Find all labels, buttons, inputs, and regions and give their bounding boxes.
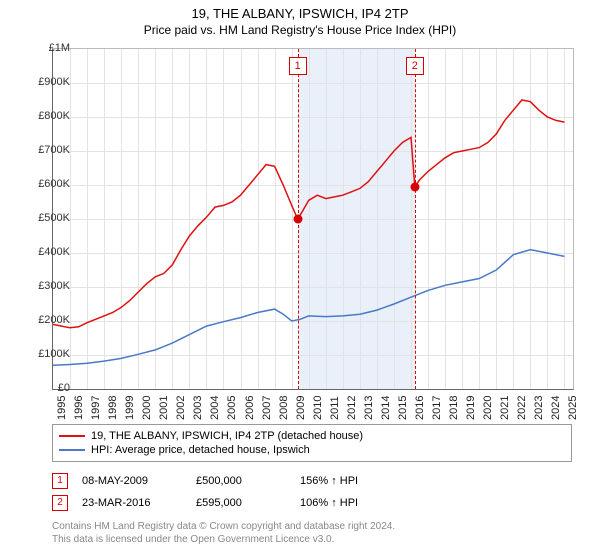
page-subtitle: Price paid vs. HM Land Registry's House … [0, 21, 600, 37]
x-axis-label: 2012 [346, 396, 358, 420]
sale-pct: 156% ↑ HPI [300, 475, 410, 487]
legend-label: HPI: Average price, detached house, Ipsw… [91, 444, 310, 456]
x-axis-label: 2013 [363, 396, 375, 420]
sale-marker-tag: 1 [52, 473, 68, 489]
x-axis-label: 2025 [567, 396, 579, 420]
x-axis-label: 2015 [397, 396, 409, 420]
legend-swatch [59, 435, 85, 437]
x-axis-label: 2001 [158, 396, 170, 420]
x-axis-label: 2009 [295, 396, 307, 420]
legend-item: 19, THE ALBANY, IPSWICH, IP4 2TP (detach… [59, 429, 565, 443]
chart-plot-area: 12 [52, 48, 574, 390]
x-axis-label: 2003 [192, 396, 204, 420]
x-axis-label: 1998 [107, 396, 119, 420]
sale-price: £595,000 [196, 497, 286, 509]
x-axis-label: 2017 [431, 396, 443, 420]
sale-marker-tag: 2 [52, 495, 68, 511]
x-axis-label: 2004 [209, 396, 221, 420]
x-axis-label: 2007 [261, 396, 273, 420]
y-axis-label: £500K [24, 212, 70, 224]
marker-dot [293, 215, 302, 224]
y-axis-label: £1M [24, 42, 70, 54]
hpi-line [53, 250, 565, 366]
y-axis-label: £0 [24, 382, 70, 394]
marker-dot [410, 182, 419, 191]
y-axis-label: £400K [24, 246, 70, 258]
sales-table: 1 08-MAY-2009 £500,000 156% ↑ HPI 2 23-MAR-20… [52, 470, 572, 514]
legend-swatch [59, 449, 85, 451]
y-axis-label: £900K [24, 76, 70, 88]
y-axis-label: £300K [24, 280, 70, 292]
marker-tag: 1 [289, 57, 307, 75]
footer-attribution: Contains HM Land Registry data © Crown c… [52, 520, 572, 546]
price-line [53, 100, 565, 328]
y-axis-label: £700K [24, 144, 70, 156]
x-axis-label: 2008 [278, 396, 290, 420]
y-axis-label: £200K [24, 314, 70, 326]
x-axis-label: 1996 [73, 396, 85, 420]
x-axis-label: 2023 [533, 396, 545, 420]
x-axis-label: 1997 [90, 396, 102, 420]
x-axis-label: 2014 [380, 396, 392, 420]
x-axis-label: 1999 [124, 396, 136, 420]
x-axis-label: 2024 [550, 396, 562, 420]
chart-series-svg [53, 49, 573, 389]
x-axis-label: 2006 [244, 396, 256, 420]
page-title: 19, THE ALBANY, IPSWICH, IP4 2TP [0, 0, 600, 21]
x-axis-label: 2021 [499, 396, 511, 420]
x-axis-label: 2000 [141, 396, 153, 420]
sale-row: 1 08-MAY-2009 £500,000 156% ↑ HPI [52, 470, 572, 492]
x-axis-label: 2002 [175, 396, 187, 420]
x-axis-label: 2016 [414, 396, 426, 420]
y-axis-label: £100K [24, 348, 70, 360]
x-axis-label: 2022 [516, 396, 528, 420]
legend-item: HPI: Average price, detached house, Ipsw… [59, 443, 565, 457]
x-axis-label: 2020 [482, 396, 494, 420]
x-axis-label: 2018 [448, 396, 460, 420]
y-axis-label: £600K [24, 178, 70, 190]
sale-row: 2 23-MAR-2016 £595,000 106% ↑ HPI [52, 492, 572, 514]
x-axis-label: 1995 [56, 396, 68, 420]
footer-line-2: This data is licensed under the Open Gov… [52, 533, 572, 546]
footer-line-1: Contains HM Land Registry data © Crown c… [52, 520, 572, 533]
sale-date: 23-MAR-2016 [82, 497, 182, 509]
legend-label: 19, THE ALBANY, IPSWICH, IP4 2TP (detach… [91, 430, 363, 442]
sale-price: £500,000 [196, 475, 286, 487]
x-axis-label: 2005 [226, 396, 238, 420]
x-axis-label: 2011 [329, 396, 341, 420]
marker-tag: 2 [406, 57, 424, 75]
chart-legend: 19, THE ALBANY, IPSWICH, IP4 2TP (detach… [52, 424, 572, 462]
x-axis-label: 2010 [312, 396, 324, 420]
sale-pct: 106% ↑ HPI [300, 497, 410, 509]
x-axis-label: 2019 [465, 396, 477, 420]
y-axis-label: £800K [24, 110, 70, 122]
sale-date: 08-MAY-2009 [82, 475, 182, 487]
